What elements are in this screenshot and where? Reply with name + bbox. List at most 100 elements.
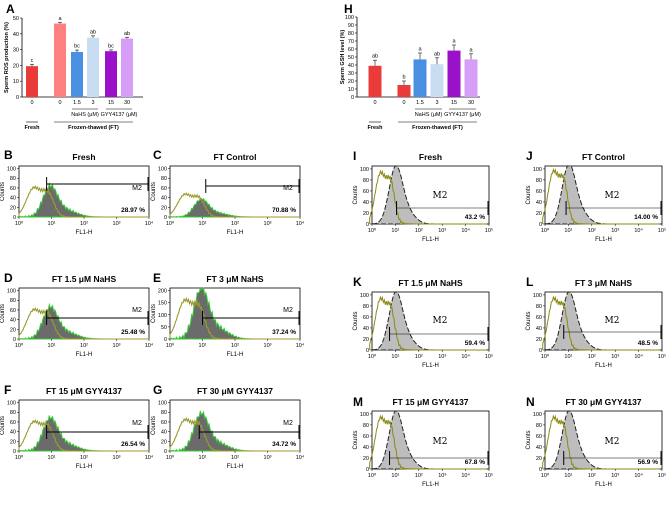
y-axis-label: Counts	[526, 185, 532, 204]
y-tick-label: 40	[363, 200, 369, 206]
y-tick-label: 100	[360, 167, 369, 173]
x-tick-label: 10²	[415, 473, 423, 479]
gate-label: M2	[433, 316, 448, 326]
bar	[430, 64, 444, 97]
panel-title: FT 15 μM GYY4137	[392, 397, 468, 407]
gate-label: M2	[605, 191, 620, 201]
y-tick-label: 40	[10, 318, 16, 324]
y-tick-label: 60	[536, 315, 542, 321]
y-tick-label: 0	[366, 467, 369, 473]
panel-label-K: K	[353, 275, 362, 289]
gate-label: M2	[283, 185, 293, 192]
x-tick-label: 10²	[588, 473, 596, 479]
y-tick-label: 0	[539, 348, 542, 354]
y-tick-label: 90	[348, 23, 354, 29]
histogram-K: M2 59.4 % 0 20 40 60 80 100 10⁰ 10¹ 10² 10³ 10⁴ 10⁵ FL…	[353, 291, 493, 369]
histogram-C: M2 70.88 % 0 20 40 60 80 100 10⁰ 10¹ 10² 10³ 10⁴ FL1-…	[151, 165, 305, 236]
x-tick-label: 10⁵	[658, 472, 666, 479]
control-histogram-line	[169, 416, 300, 452]
panel-title: Fresh	[72, 152, 95, 162]
panel-label-E: E	[153, 271, 161, 285]
y-tick-label: 60	[10, 420, 16, 426]
y-tick-label: 80	[363, 304, 369, 310]
gate-label: M2	[283, 307, 293, 314]
y-tick-label: 60	[348, 47, 354, 53]
y-tick-label: 40	[10, 196, 16, 202]
y-axis-label: Counts	[0, 182, 6, 201]
x-tick-label: 10¹	[48, 455, 56, 461]
percent-value: 14.00 %	[634, 214, 658, 221]
x-tick-label: 10¹	[391, 228, 399, 234]
y-tick-label: 70	[348, 39, 354, 45]
bar	[121, 38, 133, 97]
percent-value: 56.9 %	[638, 459, 658, 466]
x-tick-label: 10⁴	[461, 227, 470, 234]
percent-value: 59.4 %	[465, 340, 485, 347]
x-tick-label: 10⁴	[634, 227, 643, 234]
y-tick-label: 80	[536, 178, 542, 184]
y-tick-label: 20	[536, 337, 542, 343]
histogram-I: M2 43.2 % 0 20 40 60 80 100 10⁰ 10¹ 10² 10³ 10⁴ 10⁵ FL…	[353, 165, 493, 243]
y-tick-label: 20	[363, 337, 369, 343]
y-tick-label: 80	[363, 423, 369, 429]
percent-value: 25.48 %	[121, 329, 145, 336]
y-tick-label: 40	[10, 430, 16, 436]
x-tick-label: 10⁰	[541, 227, 550, 234]
y-tick-label: 80	[10, 410, 16, 416]
x-tick-label: 10¹	[199, 343, 207, 349]
y-axis-label: Counts	[526, 311, 532, 330]
y-tick-label: 80	[161, 410, 167, 416]
y-axis-label: Counts	[151, 304, 157, 323]
control-histogram-line	[542, 295, 660, 351]
y-tick-label: 150	[158, 301, 167, 307]
y-tick-label: 100	[7, 289, 16, 295]
panel-label-F: F	[4, 383, 11, 397]
y-tick-label: 80	[161, 176, 167, 182]
x-tick-label: 10¹	[564, 354, 572, 360]
significance-letter: a	[469, 47, 473, 53]
y-tick-label: 50	[13, 16, 19, 22]
y-tick-label: 60	[536, 189, 542, 195]
significance-letter: ab	[90, 29, 96, 35]
panel-label-C: C	[153, 148, 162, 162]
y-tick-label: 60	[363, 315, 369, 321]
gate-label: M2	[433, 191, 448, 201]
x-tick-label: 10⁴	[634, 353, 643, 360]
significance-letter: b	[402, 75, 405, 81]
y-tick-label: 40	[363, 326, 369, 332]
x-tick-label: 10¹	[199, 221, 207, 227]
panel-label-B: B	[4, 148, 13, 162]
y-tick-label: 0	[16, 95, 19, 101]
histogram-L: M2 48.5 % 0 20 40 60 80 100 10⁰ 10¹ 10² 10³ 10⁴ 10⁵ FL…	[526, 291, 666, 369]
x-tick-label: 10¹	[564, 228, 572, 234]
significance-letter: a	[452, 39, 456, 45]
x-axis-label: FL1-H	[227, 352, 244, 358]
x-tick-label: 10²	[588, 354, 596, 360]
y-tick-label: 30	[348, 71, 354, 77]
gate-label: M2	[132, 420, 142, 427]
y-tick-label: 100	[360, 412, 369, 418]
significance-letter: a	[418, 47, 422, 53]
x-tick-label: 10²	[231, 343, 239, 349]
x-tick-label: 10²	[80, 221, 88, 227]
y-tick-label: 20	[161, 205, 167, 211]
y-tick-label: 60	[363, 189, 369, 195]
x-tick-label: 10⁴	[296, 220, 305, 227]
bar	[413, 59, 427, 97]
y-tick-label: 0	[366, 222, 369, 228]
y-axis-label: Counts	[151, 182, 157, 201]
significance-letter: ab	[434, 51, 440, 57]
x-tick-label: 10¹	[391, 473, 399, 479]
bar	[71, 51, 83, 97]
panel-label-L: L	[526, 275, 533, 289]
x-tick-label: 10²	[80, 455, 88, 461]
percent-value: 48.5 %	[638, 340, 658, 347]
y-tick-label: 0	[13, 215, 16, 221]
x-tick-label: 10⁴	[145, 220, 154, 227]
x-tick-label: 10³	[113, 455, 121, 461]
x-tick-label: 10²	[588, 228, 596, 234]
y-tick-label: 0	[539, 222, 542, 228]
x-tick-label: 10⁰	[166, 220, 175, 227]
x-tick-label: 10³	[611, 354, 619, 360]
